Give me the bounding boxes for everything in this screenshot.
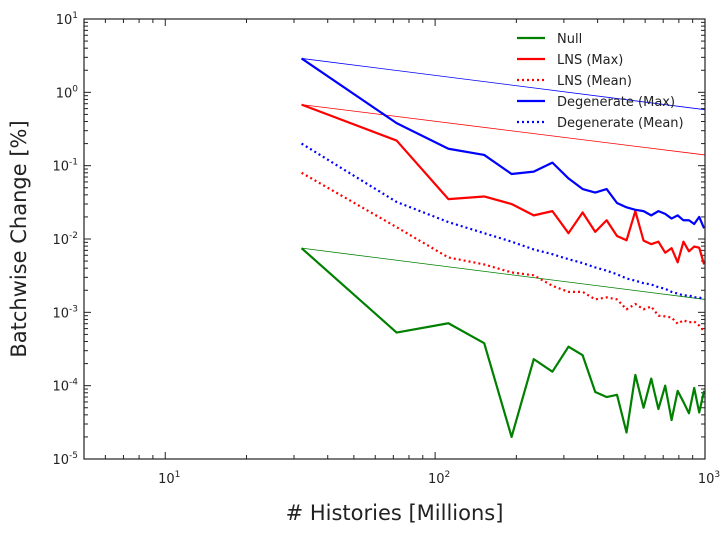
x-axis-title: # Histories [Millions]: [286, 501, 504, 525]
y-axis-title: Batchwise Change [%]: [7, 120, 31, 357]
reference-line: [301, 58, 706, 111]
legend-label: Degenerate (Max): [557, 95, 675, 110]
reference-line: [301, 104, 706, 156]
legend-label: LNS (Mean): [557, 74, 632, 89]
series-group: [300, 57, 706, 439]
y-tick-label: 10-5: [52, 451, 78, 468]
y-tick-label: 10-2: [52, 231, 78, 248]
series-line-lns-mean: [301, 171, 705, 333]
y-tick-label: 10-3: [52, 304, 78, 321]
legend: Null LNS (Max) LNS (Mean) Degenerate (Max) D…: [517, 32, 684, 131]
series-line-null: [300, 247, 706, 439]
tick-labels: 101 102 103 10-5 10-4 10-3 10-2 10-1 100 101: [52, 11, 720, 487]
plot-frame: [83, 18, 706, 460]
reference-line: [301, 247, 706, 300]
x-tick-label: 101: [158, 470, 180, 487]
reference-lines: [301, 58, 706, 300]
series-line-lns-max: [301, 103, 706, 265]
y-tick-label: 10-4: [52, 378, 78, 395]
legend-label: Degenerate (Mean): [557, 116, 684, 131]
y-tick-label: 10-1: [52, 158, 78, 175]
x-tick-label: 102: [428, 470, 450, 487]
x-tick-label: 103: [698, 470, 720, 487]
y-tick-label: 100: [56, 84, 79, 101]
y-tick-label: 101: [56, 11, 78, 28]
series-line-degenerate-max: [300, 57, 706, 229]
legend-label: LNS (Max): [557, 53, 623, 68]
axis-ticks: [83, 18, 706, 460]
legend-label: Null: [557, 32, 582, 47]
